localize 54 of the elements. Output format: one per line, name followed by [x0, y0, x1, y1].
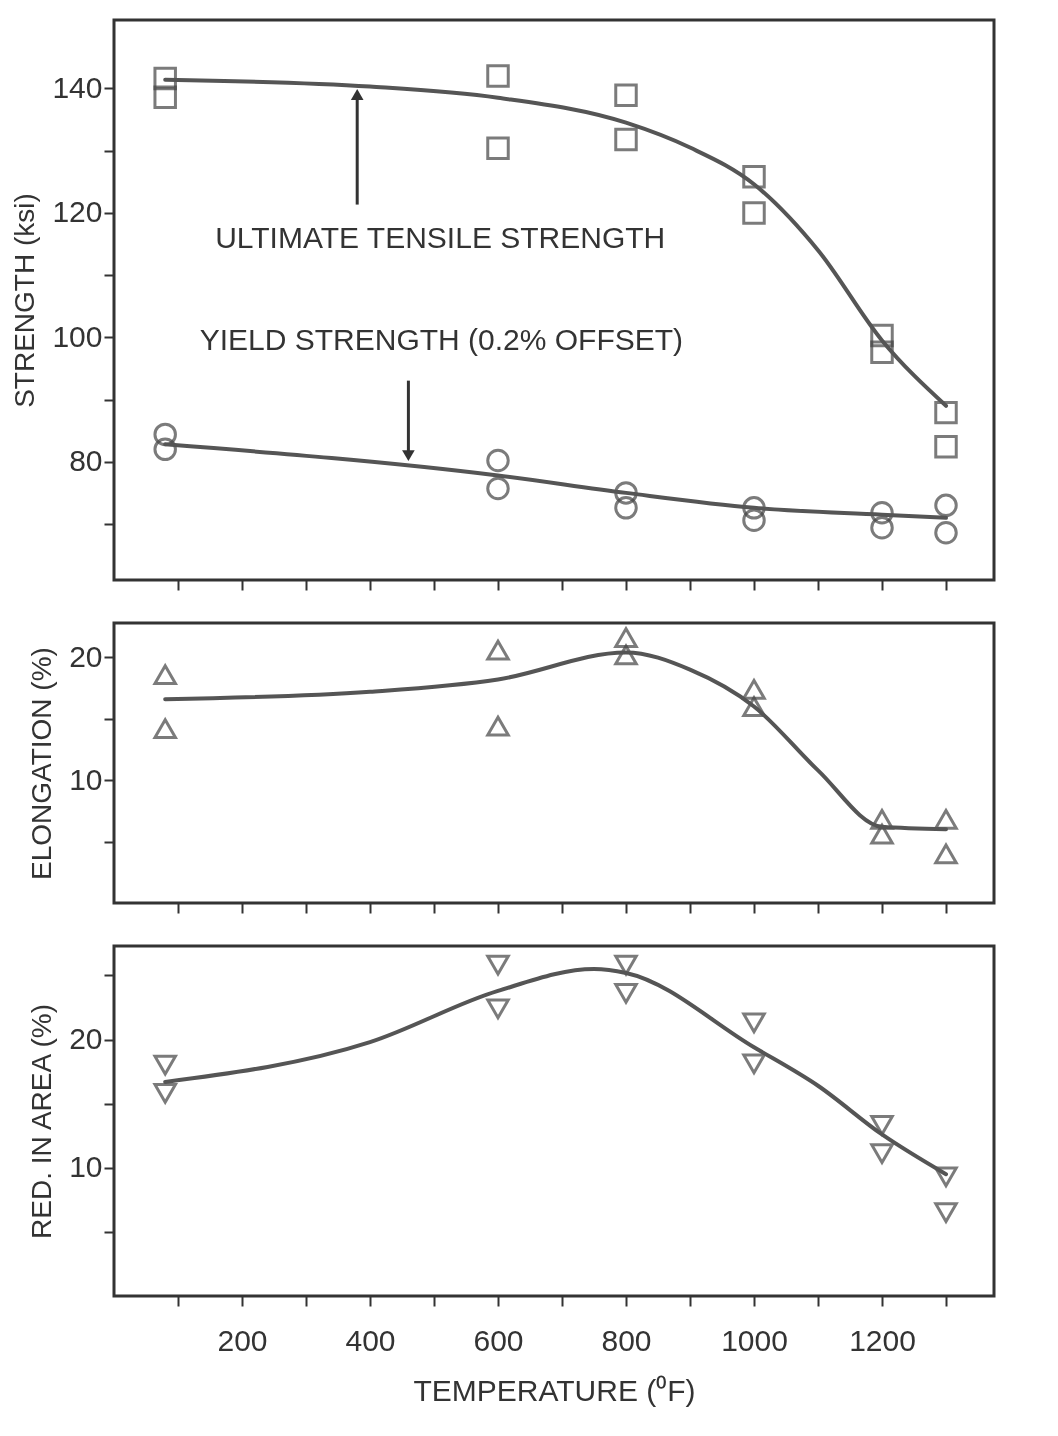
point	[614, 983, 638, 1004]
point	[153, 1054, 177, 1076]
y-tick-label: 20	[69, 639, 103, 673]
y-axis-title: ELONGATION (%)	[26, 647, 58, 880]
point	[153, 664, 177, 685]
point	[934, 1202, 958, 1224]
y-tick-label: 10	[69, 762, 103, 796]
point	[742, 201, 766, 225]
point	[486, 448, 510, 473]
point	[614, 83, 638, 108]
point	[614, 627, 638, 649]
point	[614, 496, 638, 520]
annotation: YIELD STRENGTH (0.2% OFFSET)	[199, 322, 684, 356]
point	[486, 136, 510, 160]
x-axis-title: TEMPERATURE (⁰F)	[413, 1373, 696, 1407]
point	[870, 516, 894, 540]
point	[486, 954, 510, 976]
point	[934, 435, 958, 459]
point	[934, 520, 958, 545]
point	[742, 1053, 766, 1075]
point	[614, 127, 638, 152]
point	[742, 678, 766, 700]
point	[486, 998, 510, 1020]
point	[153, 1083, 177, 1104]
point	[486, 476, 510, 501]
x-tick-label: 1000	[721, 1323, 788, 1357]
x-tick-label: 600	[473, 1323, 524, 1357]
x-tick-label: 800	[601, 1323, 652, 1357]
y-tick-label: 100	[52, 319, 103, 353]
point	[742, 508, 766, 532]
point	[486, 639, 510, 661]
point	[934, 400, 958, 425]
point	[870, 1143, 894, 1165]
y-tick-label: 20	[69, 1022, 103, 1056]
point	[153, 437, 177, 462]
x-tick-label: 1200	[849, 1323, 916, 1357]
point	[934, 493, 958, 518]
point	[934, 843, 958, 865]
point	[486, 715, 510, 737]
y-tick-label: 80	[69, 444, 103, 478]
y-tick-label: 120	[52, 195, 103, 229]
y-tick-label: 140	[52, 70, 103, 104]
x-tick-label: 200	[217, 1323, 268, 1357]
line-series	[163, 442, 948, 520]
x-tick-label: 400	[345, 1323, 396, 1357]
point	[153, 718, 177, 739]
annotation: ULTIMATE TENSILE STRENGTH	[215, 220, 666, 254]
point	[153, 85, 177, 109]
point	[742, 1012, 766, 1034]
y-axis-title: RED. IN AREA (%)	[26, 1004, 58, 1239]
y-tick-label: 10	[69, 1150, 103, 1184]
y-axis-title: STRENGTH (ksi)	[9, 193, 41, 408]
point	[153, 66, 177, 91]
point	[486, 64, 510, 88]
